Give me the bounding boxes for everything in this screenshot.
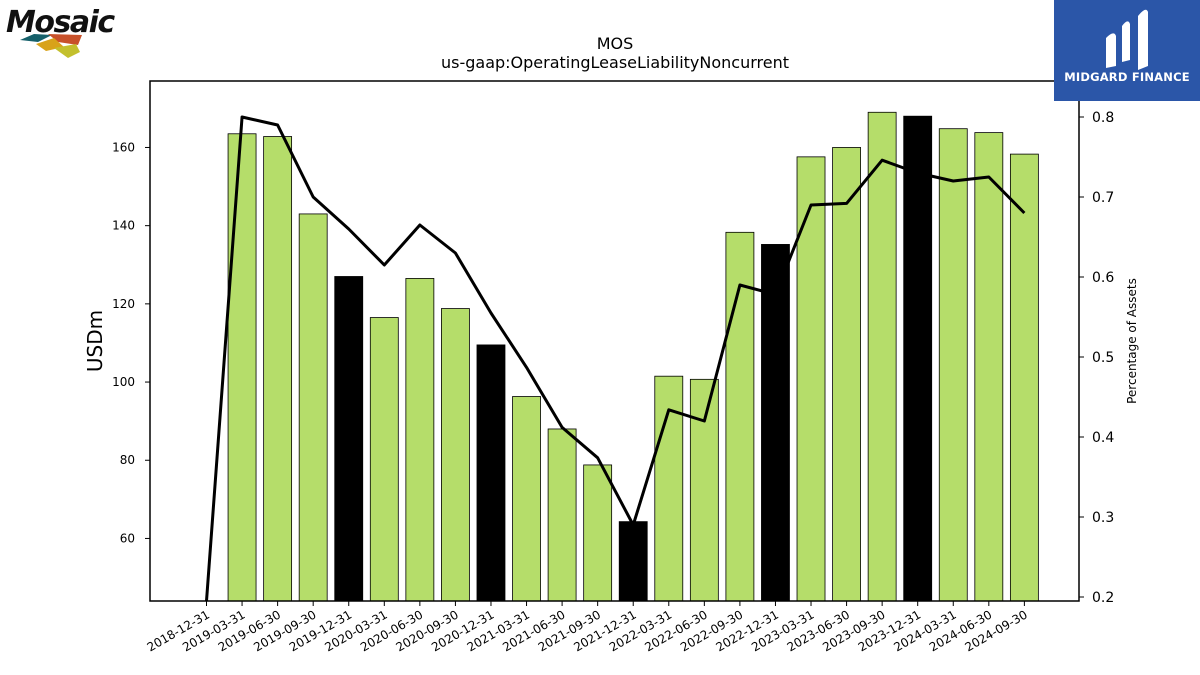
bar-2019-09-30 [298, 213, 328, 602]
y-tick-label: 100 [112, 375, 135, 389]
mosaic-logo-wordmark: Mosaic [6, 5, 115, 40]
bar-2020-06-30 [405, 278, 435, 602]
bar-2021-09-30 [583, 464, 613, 602]
y-tick-label: 160 [112, 140, 135, 154]
bar-2021-12-31 [618, 521, 648, 602]
y-tick-label: 120 [112, 297, 135, 311]
chart-title: MOS [597, 34, 634, 53]
y2-axis: 0.2 0.3 0.4 0.5 0.6 0.7 0.8 [1079, 110, 1114, 606]
bar-2023-12-31 [903, 115, 933, 602]
y-axis-label: USDm [83, 310, 107, 372]
line-percentage-of-assets [205, 115, 1026, 602]
bar-2021-06-30 [547, 428, 577, 602]
bar-2020-09-30 [441, 308, 470, 602]
mosaic-logo: Mosaic [4, 2, 134, 62]
y2-tick-label: 0.5 [1092, 350, 1114, 366]
chart-subtitle: us-gaap:OperatingLeaseLiabilityNoncurren… [441, 53, 789, 72]
bar-2024-09-30 [1009, 153, 1039, 602]
y2-tick-label: 0.8 [1092, 110, 1114, 126]
bars-group [227, 111, 1039, 602]
midgard-finance-wordmark: MIDGARD FINANCE [1064, 70, 1190, 84]
y2-axis-label: Percentage of Assets [1125, 278, 1139, 404]
bar-2019-03-31 [227, 133, 257, 602]
y-tick-label: 60 [120, 531, 135, 545]
midgard-finance-logo: MIDGARD FINANCE [1054, 0, 1200, 101]
bar-2024-06-30 [974, 132, 1004, 602]
bar-2019-12-31 [334, 276, 364, 602]
plot-frame [149, 80, 1080, 602]
bar-2020-03-31 [369, 317, 399, 602]
y-axis: 60 80 100 120 140 160 [112, 140, 150, 545]
bar-2020-12-31 [476, 344, 506, 602]
y-tick-label: 80 [120, 453, 135, 467]
y-tick-label: 140 [112, 219, 135, 233]
y2-tick-label: 0.3 [1092, 510, 1114, 526]
y2-tick-label: 0.2 [1092, 590, 1114, 606]
bar-2019-06-30 [263, 136, 293, 602]
bar-2022-06-30 [689, 378, 719, 602]
bar-2021-03-31 [512, 396, 541, 602]
bar-2023-06-30 [832, 147, 861, 602]
y2-tick-label: 0.4 [1092, 430, 1114, 446]
bar-2023-03-31 [796, 156, 826, 602]
bar-2024-03-31 [938, 128, 968, 602]
line-group [205, 115, 1026, 602]
bar-2022-09-30 [725, 231, 755, 602]
bar-2023-09-30 [867, 111, 897, 602]
y2-tick-label: 0.6 [1092, 270, 1114, 286]
y2-tick-label: 0.7 [1092, 190, 1114, 206]
bar-2022-12-31 [761, 244, 790, 602]
x-axis: 2018-12-312019-03-312019-06-302019-09-30… [145, 601, 1030, 654]
